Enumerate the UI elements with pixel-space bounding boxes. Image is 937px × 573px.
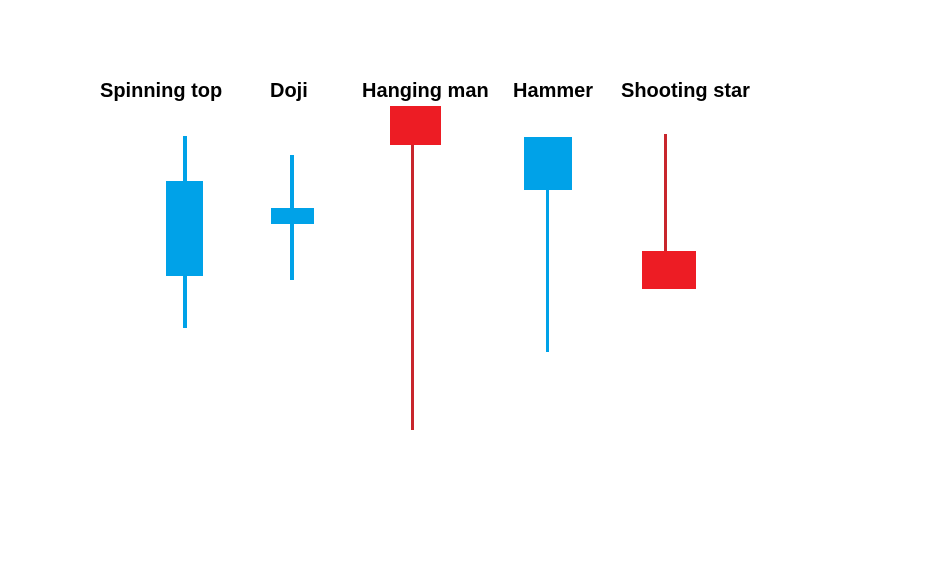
label-spinning-top: Spinning top [100,80,223,102]
candle-doji [271,155,314,280]
candle-shooting-star [642,134,696,289]
label-shooting-star: Shooting star [621,80,750,102]
candle-hammer [524,137,572,352]
hammer-wick [546,137,549,352]
label-hammer: Hammer [513,80,594,102]
spinning-top-body [166,181,203,276]
candle-hanging-man [390,106,441,430]
hanging-man-body [390,106,441,145]
hanging-man-wick [411,106,414,430]
shooting-star-body [642,251,696,289]
label-doji: Doji [270,80,308,102]
label-hanging-man: Hanging man [362,80,489,102]
hammer-body [524,137,572,190]
candle-spinning-top [166,136,203,328]
shooting-star-wick [664,134,667,289]
doji-body [271,208,314,224]
